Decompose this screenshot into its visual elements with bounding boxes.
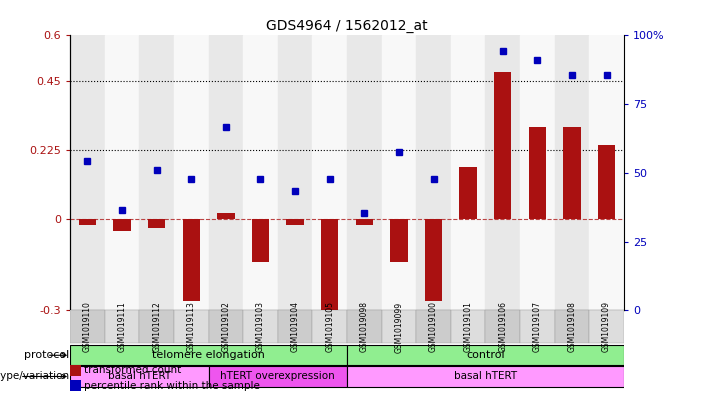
FancyBboxPatch shape <box>104 310 139 343</box>
Bar <box>598 145 615 219</box>
Text: GSM1019103: GSM1019103 <box>256 301 265 353</box>
Text: GSM1019105: GSM1019105 <box>325 301 334 353</box>
Text: GSM1019104: GSM1019104 <box>291 301 299 353</box>
Text: genotype/variation: genotype/variation <box>0 371 69 382</box>
FancyBboxPatch shape <box>347 345 624 365</box>
Bar <box>590 35 624 310</box>
FancyBboxPatch shape <box>590 310 624 343</box>
FancyBboxPatch shape <box>554 310 590 343</box>
Bar <box>416 35 451 310</box>
Bar <box>70 365 81 376</box>
FancyBboxPatch shape <box>139 310 174 343</box>
Bar <box>114 219 130 231</box>
Bar <box>355 219 373 225</box>
FancyBboxPatch shape <box>381 310 416 343</box>
Bar <box>520 35 554 310</box>
Text: GSM1019110: GSM1019110 <box>83 301 92 353</box>
FancyBboxPatch shape <box>70 310 104 343</box>
FancyBboxPatch shape <box>485 310 520 343</box>
Bar <box>174 35 209 310</box>
Text: GSM1019107: GSM1019107 <box>533 301 542 353</box>
FancyBboxPatch shape <box>70 366 209 387</box>
Bar <box>425 219 442 301</box>
Bar <box>287 219 304 225</box>
Bar <box>79 219 96 225</box>
Bar <box>70 35 104 310</box>
FancyBboxPatch shape <box>416 310 451 343</box>
FancyBboxPatch shape <box>520 310 554 343</box>
Bar <box>459 167 477 219</box>
Bar <box>321 219 339 335</box>
FancyBboxPatch shape <box>70 345 347 365</box>
Bar <box>451 35 485 310</box>
Text: hTERT overexpression: hTERT overexpression <box>220 371 335 382</box>
Text: GSM1019098: GSM1019098 <box>360 301 369 353</box>
Bar <box>554 35 590 310</box>
Bar <box>529 127 546 219</box>
FancyBboxPatch shape <box>174 310 209 343</box>
Text: transformed count: transformed count <box>84 365 181 375</box>
FancyBboxPatch shape <box>209 366 347 387</box>
Text: GSM1019100: GSM1019100 <box>429 301 438 353</box>
Bar <box>148 219 165 228</box>
Text: protocol: protocol <box>24 350 69 360</box>
Text: GSM1019108: GSM1019108 <box>568 301 576 353</box>
Text: GSM1019111: GSM1019111 <box>118 301 126 353</box>
Text: GSM1019106: GSM1019106 <box>498 301 508 353</box>
Text: GSM1019101: GSM1019101 <box>463 301 472 353</box>
Bar <box>494 72 512 219</box>
Bar <box>209 35 243 310</box>
Text: GSM1019109: GSM1019109 <box>602 301 611 353</box>
FancyBboxPatch shape <box>347 366 624 387</box>
Text: GSM1019099: GSM1019099 <box>395 301 403 353</box>
Text: basal hTERT: basal hTERT <box>454 371 517 382</box>
Text: basal hTERT: basal hTERT <box>108 371 171 382</box>
FancyBboxPatch shape <box>451 310 485 343</box>
Title: GDS4964 / 1562012_at: GDS4964 / 1562012_at <box>266 19 428 33</box>
Bar <box>313 35 347 310</box>
Text: GSM1019102: GSM1019102 <box>222 301 231 353</box>
FancyBboxPatch shape <box>278 310 313 343</box>
Bar <box>347 35 381 310</box>
Bar <box>139 35 174 310</box>
Bar <box>390 219 407 262</box>
FancyBboxPatch shape <box>209 310 243 343</box>
Text: GSM1019113: GSM1019113 <box>186 301 196 353</box>
Text: control: control <box>466 350 505 360</box>
Bar <box>381 35 416 310</box>
Bar <box>182 219 200 301</box>
Text: telomere elongation: telomere elongation <box>152 350 265 360</box>
Bar <box>252 219 269 262</box>
FancyBboxPatch shape <box>313 310 347 343</box>
Bar <box>217 213 235 219</box>
FancyBboxPatch shape <box>347 310 381 343</box>
Bar <box>485 35 520 310</box>
Bar <box>564 127 580 219</box>
Bar <box>70 380 81 391</box>
Bar <box>278 35 313 310</box>
Bar <box>243 35 278 310</box>
FancyBboxPatch shape <box>243 310 278 343</box>
Text: percentile rank within the sample: percentile rank within the sample <box>84 381 260 391</box>
Text: GSM1019112: GSM1019112 <box>152 301 161 353</box>
Bar <box>104 35 139 310</box>
